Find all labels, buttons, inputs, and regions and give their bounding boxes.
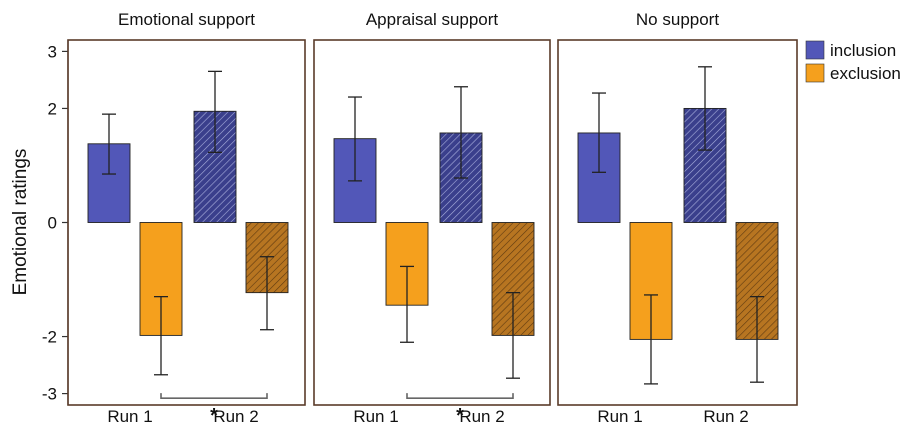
y-axis-title: Emotional ratings [10,149,31,296]
legend-label-inclusion: inclusion [830,41,896,60]
significance-bracket [160,393,268,399]
y-tick-label: 2 [48,99,57,118]
legend: inclusion exclusion [805,40,901,83]
bar-inclusion-run1 [577,132,621,223]
panel-title: No support [636,10,719,29]
panel-frame [313,39,551,406]
y-axis: 3 2 0 -2 -3 [42,40,69,405]
legend-swatch-inclusion [805,40,825,60]
x-tick-label: Run 1 [107,407,152,426]
legend-swatch-exclusion [805,63,825,83]
significance-bracket [406,393,514,399]
y-tick-label: -2 [42,328,57,347]
panel-0: Emotional support * Run 1 Run 2 [67,10,306,426]
x-tick-label: Run 1 [597,407,642,426]
x-tick-label: Run 1 [353,407,398,426]
panel-frame [67,39,306,406]
y-tick-label: -3 [42,385,57,404]
x-tick-label: Run 2 [213,407,258,426]
bar-exclusion-run2 [491,222,535,336]
panel-frame [557,39,798,406]
y-tick-label: 3 [48,42,57,61]
significance-label: * [456,405,464,426]
legend-label-exclusion: exclusion [830,64,901,83]
x-tick-label: Run 2 [703,407,748,426]
significance-label: * [210,405,218,426]
panel-1: Appraisal support * Run 1 Run 2 [313,10,551,426]
x-tick-label: Run 2 [459,407,504,426]
panel-title: Appraisal support [366,10,499,29]
panel-title: Emotional support [118,10,255,29]
y-tick-label: 0 [48,214,57,233]
panel-2: No support Run 1 Run 2 [557,10,798,426]
